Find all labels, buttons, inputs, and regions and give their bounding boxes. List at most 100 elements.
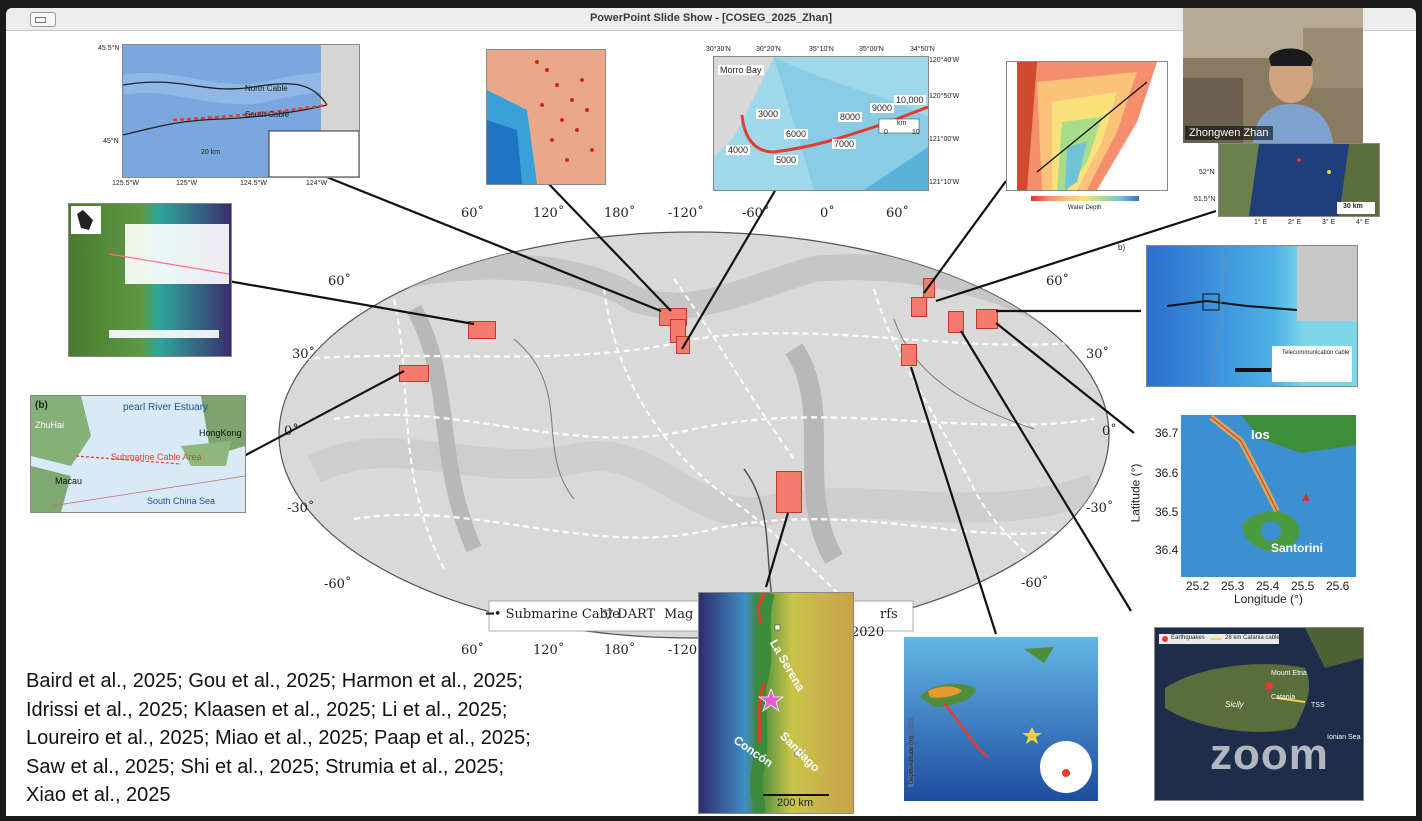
sicily-etna-label: Mount Etna: [1271, 670, 1307, 677]
study-area-marker: [468, 321, 496, 339]
santorini-xtick: 25.3: [1221, 579, 1245, 593]
lon-label: 60˚: [461, 643, 485, 658]
lat-label: 30˚: [1086, 347, 1110, 362]
morro-lat-label: 121°00'W: [929, 136, 960, 143]
california-seismicity: [487, 50, 605, 184]
legend-mag: Mag: [664, 607, 694, 622]
oregon-lat-label: 45.5°N: [98, 45, 120, 52]
sicily-legend-cable: 28 km Catania cable: [1225, 635, 1280, 641]
inset-north-sea-map: 30 km: [1218, 143, 1380, 217]
lon-label: -120˚: [668, 206, 704, 221]
oregon-bathymetry: [123, 45, 359, 177]
legend-cable-label: Submarine Cable: [505, 607, 620, 622]
japan-coast-depth: [69, 204, 231, 356]
speaker-video-frame: [1183, 8, 1363, 143]
morro-lon-label: 35°10'N: [809, 46, 834, 53]
oregon-lon-label: 125.5°W: [112, 180, 139, 187]
lon-label: 60˚: [461, 206, 485, 221]
morro-depth-label: 9000: [870, 103, 895, 113]
chile-topography: [699, 593, 853, 813]
study-area-marker: [911, 297, 927, 317]
north-sea-lon-label: 2° E: [1288, 219, 1302, 226]
pearl-b-label: (b): [35, 400, 48, 411]
north-atlantic-depth: [1007, 62, 1167, 190]
oregon-lon-label: 125°W: [176, 180, 198, 187]
bluebox-b-label: b): [1118, 243, 1126, 252]
santorini-xlabel: Longitude (°): [1234, 592, 1303, 606]
speaker-video[interactable]: Zhongwen Zhan: [1183, 8, 1363, 143]
santorini-xtick: 25.2: [1186, 579, 1210, 593]
santorini-xtick: 25.6: [1326, 579, 1350, 593]
iceland-colorbar: [1031, 196, 1139, 201]
morro-lon-label: 30°30'N: [706, 46, 731, 53]
ios-label: Ios: [1251, 427, 1270, 442]
lon-label: -120˚: [668, 643, 704, 658]
lat-label: 30˚: [292, 347, 316, 362]
inset-telecom-cable-map: Telecommunication cable: [1146, 245, 1358, 387]
morro-scale-10: 10: [912, 129, 920, 136]
lon-label: 120˚: [533, 206, 565, 221]
inset-oregon-map: North Cable South Cable 20 km: [122, 44, 360, 178]
sicily-legend-earthquakes: Earthquakes: [1171, 635, 1205, 641]
legend-cable: ━• Submarine Cable: [486, 607, 620, 622]
madeira-colorbar-label: Depth/Altitude (m): [909, 735, 916, 785]
santorini-topography: [1181, 415, 1356, 577]
santorini-ytick: 36.4: [1155, 543, 1179, 557]
sicily-catania-label: Catania: [1271, 694, 1296, 701]
study-area-marker: [948, 311, 964, 333]
legend-dart: ▽ DART: [603, 607, 656, 622]
sicily-ionian-label: Ionian Sea: [1327, 734, 1361, 741]
study-area-marker: [776, 471, 802, 513]
lat-label: -30˚: [287, 501, 315, 516]
morro-lat-label: 121°10'W: [929, 179, 960, 186]
lat-label: -30˚: [1086, 501, 1114, 516]
lon-label: 180˚: [604, 643, 636, 658]
inset-pearl-river-map: (b) pearl River Estuary ZhuHai HongKong …: [30, 395, 246, 513]
oregon-scale: 20 km: [201, 149, 221, 156]
pearl-zhuhai-label: ZhuHai: [35, 420, 65, 430]
north-sea-lat-label: 52°N: [1199, 169, 1215, 176]
morro-depth-label: 3000: [756, 109, 781, 119]
inset-japan-map: [68, 203, 232, 357]
study-area-marker: [976, 309, 998, 329]
pearl-river-satellite: [31, 396, 245, 512]
lat-label: 0˚: [1102, 424, 1117, 439]
pearl-sea-label: South China Sea: [147, 496, 216, 506]
north-sea-satellite: [1219, 144, 1379, 216]
lon-label: 60˚: [886, 206, 910, 221]
morro-depth-label: 7000: [832, 139, 857, 149]
inset-santorini-map: Ios Santorini: [1181, 415, 1356, 577]
telecom-legend: Telecommunication cable: [1282, 350, 1350, 356]
santorini-ytick: 36.7: [1155, 426, 1179, 440]
santorini-ytick: 36.5: [1155, 505, 1179, 519]
north-sea-scale: 30 km: [1343, 203, 1363, 210]
lat-label: 60˚: [328, 274, 352, 289]
morro-scale-km: km: [897, 120, 907, 127]
iceland-colorbar-label: Water Depth: [1068, 205, 1102, 211]
window-titlebar: PowerPoint Slide Show - [COSEG_2025_Zhan…: [6, 8, 1416, 31]
speaker-name: Zhongwen Zhan: [1185, 126, 1273, 140]
morro-depth-label: 5000: [774, 155, 799, 165]
reference-line: Xiao et al., 2025: [26, 784, 171, 806]
morro-lon-label: 34°50'N: [910, 46, 935, 53]
connector-lines: [227, 174, 1217, 635]
madeira-depth: [904, 637, 1098, 801]
references: Baird et al., 2025; Gou et al., 2025; Ha…: [26, 667, 706, 810]
inset-north-atlantic-map: [1006, 61, 1168, 191]
morro-bay-bathymetry: [714, 57, 928, 190]
oregon-lon-label: 124°W: [306, 180, 328, 187]
window-title: PowerPoint Slide Show - [COSEG_2025_Zhan…: [589, 12, 833, 24]
lat-label: -60˚: [324, 577, 352, 592]
lat-label: 60˚: [1046, 274, 1070, 289]
reference-line: Loureiro et al., 2025; Miao et al., 2025…: [26, 727, 531, 749]
reference-line: Saw et al., 2025; Shi et al., 2025; Stru…: [26, 755, 505, 778]
oregon-south-label: South Cable: [245, 110, 290, 119]
sicily-satellite: [1155, 628, 1363, 800]
morro-lat-label: 120°50'W: [929, 93, 960, 100]
morro-depth-label: 10,000: [894, 95, 926, 105]
sicily-region-label: Sicily: [1225, 700, 1244, 709]
telecom-cable-bathymetry: [1147, 246, 1357, 386]
north-sea-lon-label: 4° E: [1356, 219, 1370, 226]
santorini-xtick: 25.5: [1291, 579, 1315, 593]
window-layout-button[interactable]: [30, 12, 56, 27]
